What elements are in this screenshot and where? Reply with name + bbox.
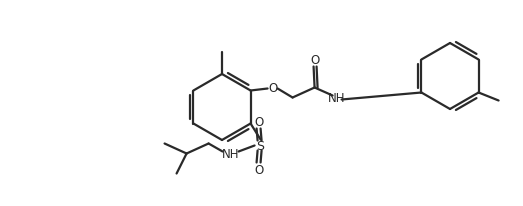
Text: O: O <box>268 82 277 95</box>
Text: S: S <box>257 139 265 152</box>
Text: O: O <box>254 115 263 128</box>
Text: NH: NH <box>328 91 345 104</box>
Text: O: O <box>254 163 263 176</box>
Text: NH: NH <box>222 147 240 160</box>
Text: O: O <box>310 54 319 67</box>
